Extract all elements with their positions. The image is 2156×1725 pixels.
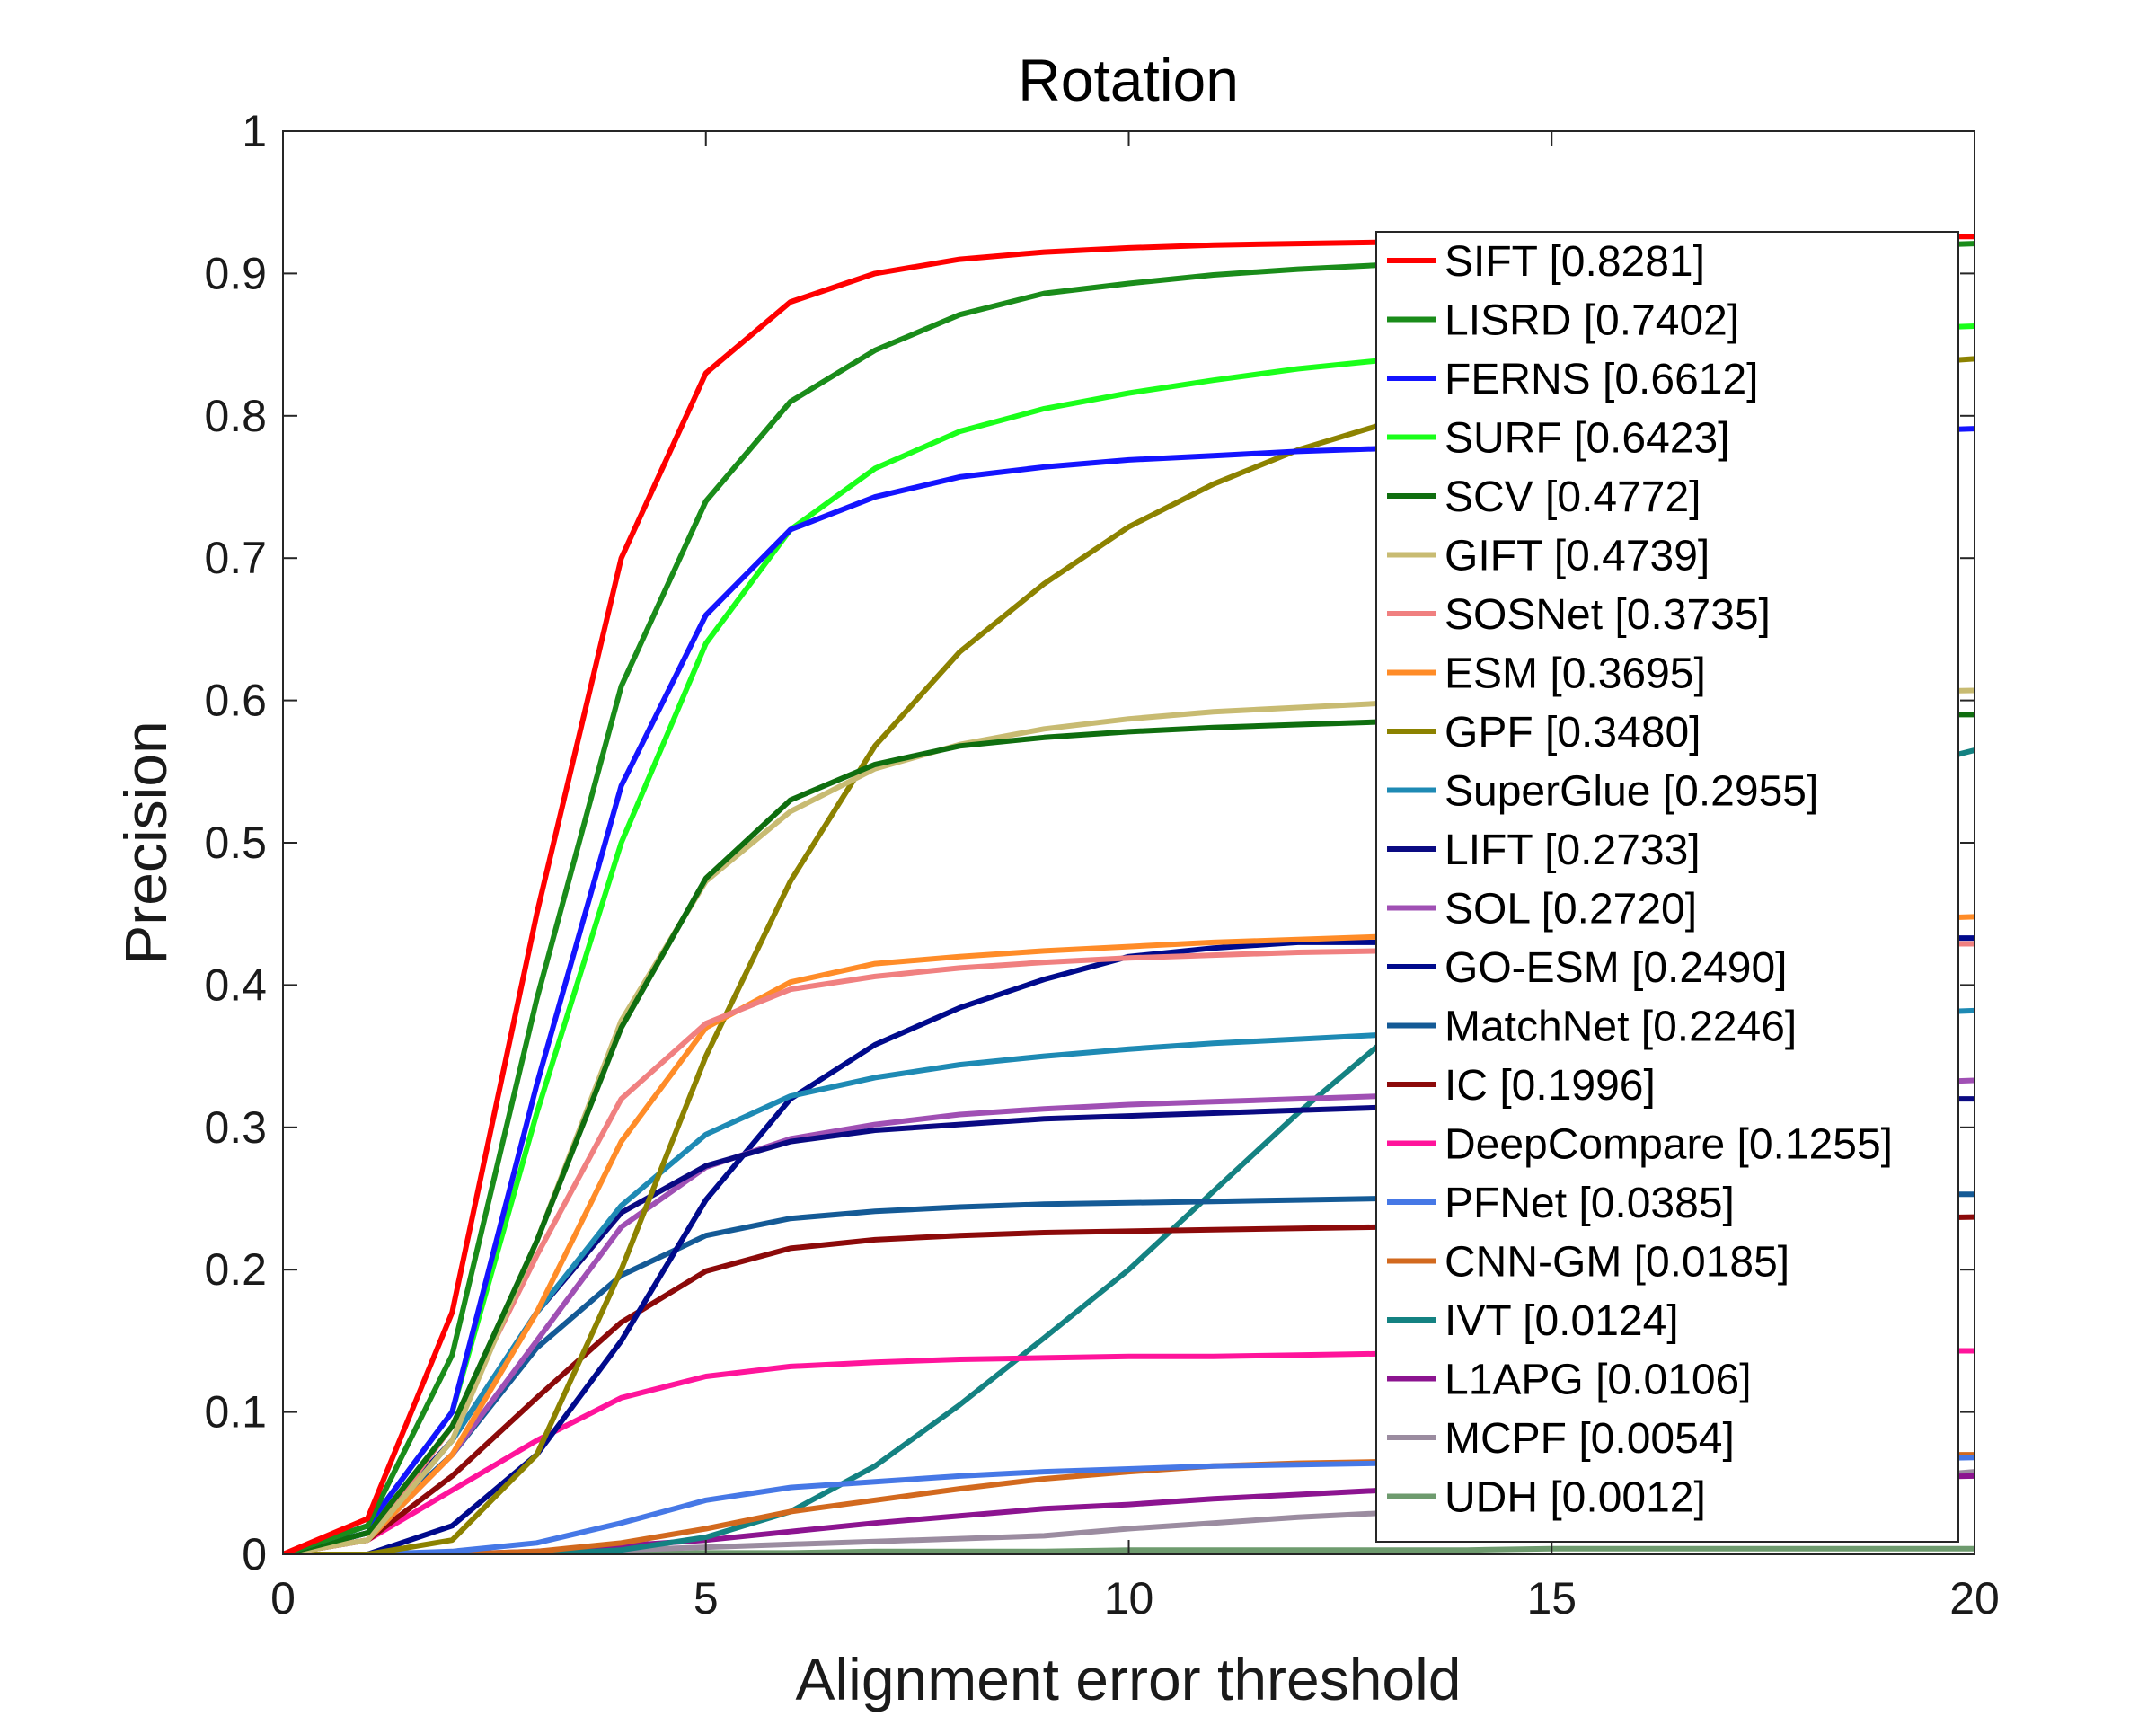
x-tick-label: 15 xyxy=(1526,1573,1577,1623)
legend-entry: SIFT [0.8281] xyxy=(1445,238,1705,286)
legend-entry: MatchNet [0.2246] xyxy=(1445,1004,1797,1051)
legend-entry: IC [0.1996] xyxy=(1445,1062,1656,1110)
legend-entry: UDH [0.0012] xyxy=(1445,1474,1706,1522)
legend-box xyxy=(1375,231,1959,1543)
y-tick-label: 0 xyxy=(242,1529,267,1579)
legend-entry: SOL [0.2720] xyxy=(1445,886,1697,933)
legend-entry: L1APG [0.0106] xyxy=(1445,1357,1752,1404)
y-axis-ticks: 0 0.1 0.2 0.3 0.4 0.5 0.6 0.7 0.8 0.9 1 xyxy=(204,106,1975,1579)
legend-items: SIFT [0.8281] LISRD [0.7402] FERNS [0.6612… xyxy=(1387,238,1893,1522)
legend-entry: IVT [0.0124] xyxy=(1445,1297,1679,1345)
legend-entry: FERNS [0.6612] xyxy=(1445,356,1759,403)
legend-entry: LIFT [0.2733] xyxy=(1445,827,1701,874)
y-tick-label: 0.5 xyxy=(204,818,267,868)
x-tick-label: 10 xyxy=(1104,1573,1154,1623)
chart-title: Rotation xyxy=(1018,47,1239,113)
x-axis-label: Alignment error threshold xyxy=(795,1646,1461,1712)
legend-entry: LISRD [0.7402] xyxy=(1445,297,1739,345)
legend-entry: MCPF [0.0054] xyxy=(1445,1415,1735,1463)
y-tick-label: 0.4 xyxy=(204,960,267,1010)
y-tick-label: 1 xyxy=(242,106,267,156)
y-tick-label: 0.2 xyxy=(204,1244,267,1295)
x-tick-label: 0 xyxy=(270,1573,296,1623)
x-axis-ticks: 0 5 10 15 20 xyxy=(270,131,2000,1623)
legend-entry: GIFT [0.4739] xyxy=(1445,533,1710,580)
y-tick-label: 0.3 xyxy=(204,1102,267,1153)
legend-entry: DeepCompare [0.1255] xyxy=(1445,1121,1893,1169)
y-tick-label: 0.1 xyxy=(204,1387,267,1438)
legend-entry: GPF [0.3480] xyxy=(1445,709,1701,756)
y-axis-label: Precision xyxy=(112,721,179,964)
x-tick-label: 5 xyxy=(694,1573,719,1623)
legend-entry: SuperGlue [0.2955] xyxy=(1445,768,1818,816)
legend-entry: SCV [0.4772] xyxy=(1445,473,1701,521)
legend-entry: CNN-GM [0.0185] xyxy=(1445,1239,1789,1287)
x-tick-label: 20 xyxy=(1949,1573,2000,1623)
legend-entry: PFNet [0.0385] xyxy=(1445,1180,1735,1227)
y-tick-label: 0.8 xyxy=(204,391,267,441)
legend-entry: ESM [0.3695] xyxy=(1445,650,1706,698)
y-tick-label: 0.9 xyxy=(204,248,267,298)
legend-entry: SOSNet [0.3735] xyxy=(1445,591,1771,639)
legend: SIFT [0.8281] LISRD [0.7402] FERNS [0.6612… xyxy=(1375,231,1959,1543)
legend-entry: GO-ESM [0.2490] xyxy=(1445,944,1788,992)
legend-entry: SURF [0.6423] xyxy=(1445,415,1729,463)
y-tick-label: 0.7 xyxy=(204,533,267,583)
y-tick-label: 0.6 xyxy=(204,676,267,726)
